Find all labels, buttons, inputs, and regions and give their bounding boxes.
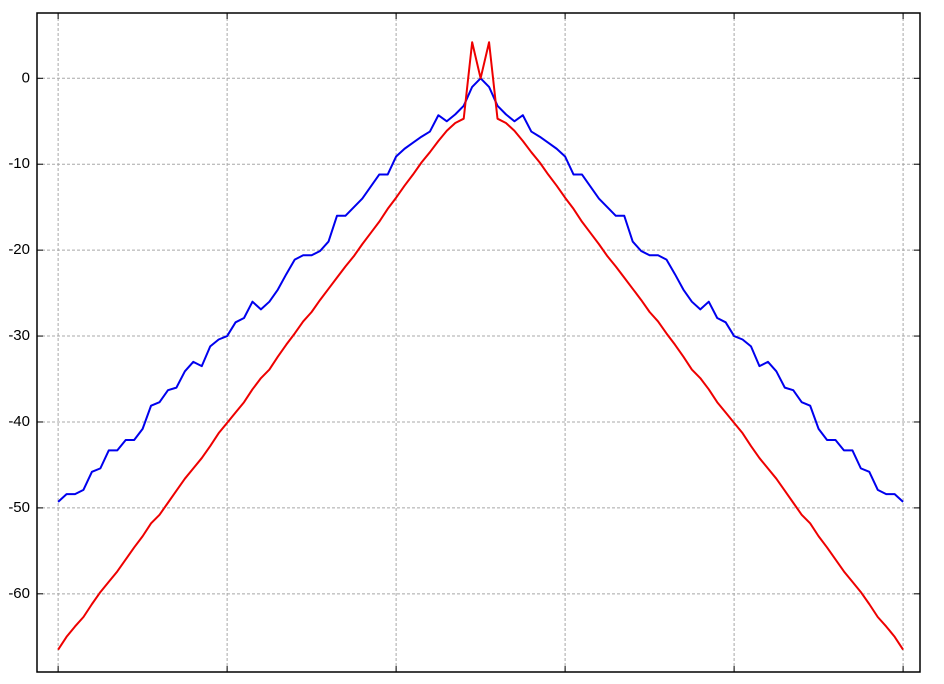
y-tick-label: -40 — [8, 413, 30, 430]
x-tick-label: 40 — [388, 683, 405, 684]
y-tick-label: -60 — [8, 585, 30, 602]
plot-area — [57, 41, 904, 651]
y-tick-label: -10 — [8, 155, 30, 172]
grid — [37, 13, 920, 672]
x-tick-label: 80 — [726, 683, 743, 684]
y-tick-label: -50 — [8, 499, 30, 516]
y-tick-label: -30 — [8, 327, 30, 344]
plot-frame — [36, 12, 921, 673]
data-line — [57, 41, 904, 651]
y-tick-label: 0 — [22, 69, 30, 86]
x-tick-label: 100 — [891, 683, 916, 684]
x-tick-label: 20 — [219, 683, 236, 684]
x-tick-label: 0 — [54, 683, 62, 684]
y-tick-label: -20 — [8, 241, 30, 258]
data-line — [57, 77, 904, 503]
x-tick-label: 60 — [557, 683, 574, 684]
